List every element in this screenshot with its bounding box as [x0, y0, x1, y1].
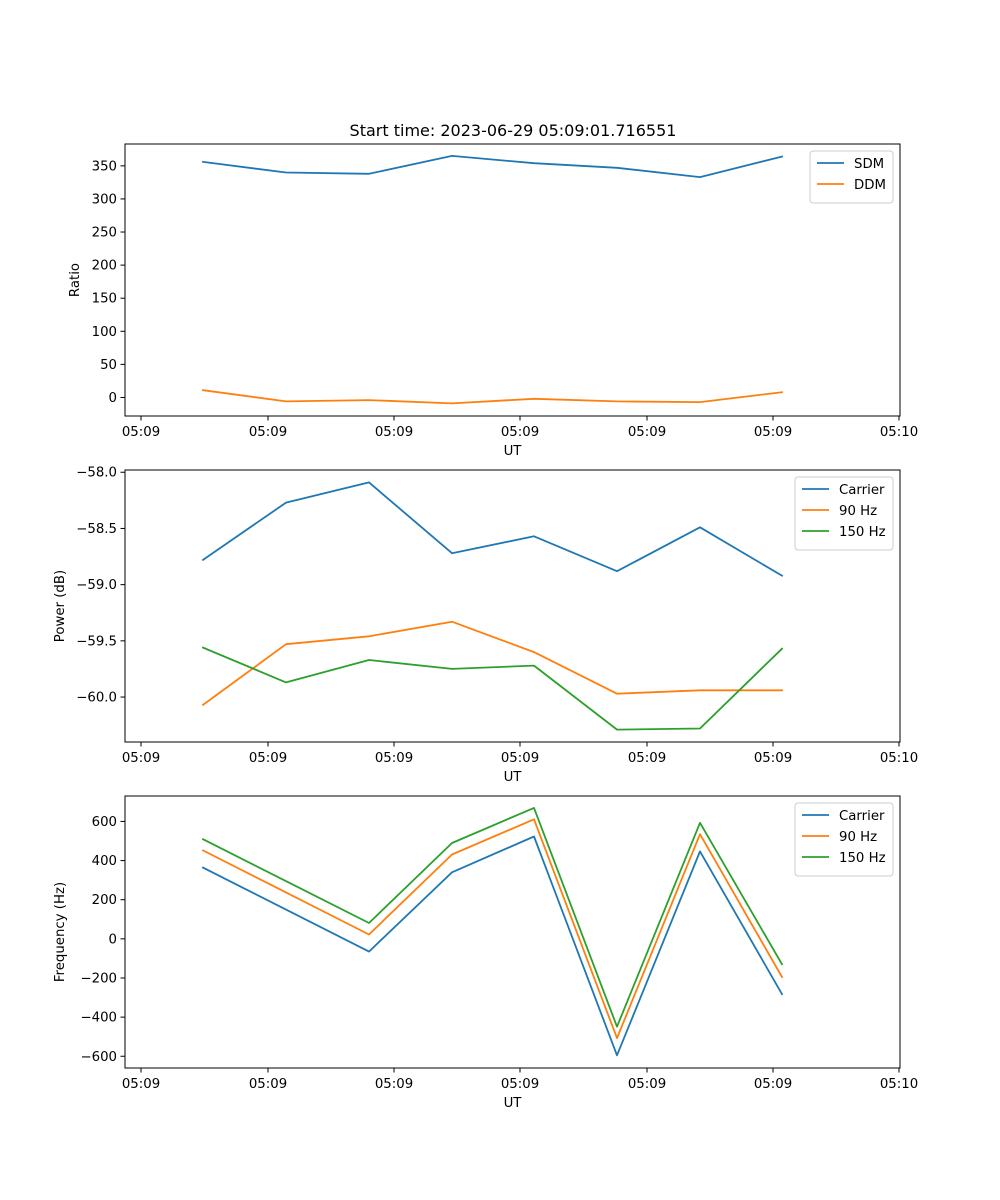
x-tick-label: 05:10 — [880, 425, 918, 440]
y-tick-label: −58.0 — [76, 466, 117, 481]
legend-box — [809, 150, 894, 204]
x-tick-label: 05:09 — [249, 751, 287, 766]
x-tick-label: 05:09 — [628, 425, 666, 440]
x-tick-label: 05:10 — [880, 751, 918, 766]
y-tick-label: 50 — [100, 358, 117, 373]
y-axis-label: Frequency (Hz) — [53, 882, 68, 982]
y-tick-label: 300 — [92, 192, 117, 207]
plot-1: 05:09 05:09 05:09 05:09 05:09 05:09 05:10 UT 0 50… — [68, 143, 918, 459]
legend-label: 90 Hz — [839, 504, 877, 519]
legend-label: SDM — [854, 157, 884, 172]
x-tick-label: 05:09 — [122, 425, 160, 440]
y-tick-label: −59.0 — [76, 578, 117, 593]
plot-3: 05:09 05:09 05:09 05:09 05:09 05:09 05:10 UT −60… — [53, 795, 918, 1111]
x-tick-label: 05:09 — [375, 425, 413, 440]
y-tick-label: 0 — [109, 932, 117, 947]
plot-2: 05:09 05:09 05:09 05:09 05:09 05:09 05:10 UT −60… — [53, 466, 918, 785]
figure-title: Start time: 2023-06-29 05:09:01.716551 — [350, 121, 677, 140]
y-tick-label: 400 — [92, 854, 117, 869]
legend-label: Carrier — [839, 809, 885, 824]
x-tick-label: 05:09 — [122, 751, 160, 766]
x-axis-label: UT — [504, 1096, 523, 1111]
legend-label: 150 Hz — [839, 525, 886, 540]
legend-label: 90 Hz — [839, 830, 877, 845]
y-tick-label: 350 — [92, 159, 117, 174]
plot-frame — [124, 469, 901, 743]
x-tick-label: 05:09 — [122, 1077, 160, 1092]
plot-frame — [124, 795, 901, 1069]
series-line-carrier — [201, 835, 784, 1057]
x-tick-label: 05:09 — [501, 751, 539, 766]
series-line-90-hz — [201, 818, 784, 1039]
y-tick-label: −58.5 — [76, 522, 117, 537]
x-tick-label: 05:09 — [375, 751, 413, 766]
y-tick-label: 100 — [92, 325, 117, 340]
y-axis-label: Ratio — [68, 263, 83, 297]
x-axis-label: UT — [504, 444, 523, 459]
x-tick-label: 05:10 — [880, 1077, 918, 1092]
x-tick-label: 05:09 — [501, 1077, 539, 1092]
x-tick-label: 05:09 — [754, 425, 792, 440]
x-tick-label: 05:09 — [249, 1077, 287, 1092]
plot-frame — [124, 143, 901, 417]
y-tick-label: 600 — [92, 815, 117, 830]
y-tick-label: 250 — [92, 226, 117, 241]
series-line-sdm — [201, 154, 784, 179]
y-axis-label: Power (dB) — [53, 570, 68, 642]
legend-label: DDM — [854, 178, 886, 193]
legend: Carrier 90 Hz 150 Hz — [794, 476, 894, 551]
legend-label: 150 Hz — [839, 851, 886, 866]
x-tick-label: 05:09 — [501, 425, 539, 440]
series-line-90-hz — [201, 620, 783, 707]
y-tick-label: 0 — [109, 391, 117, 406]
series-line-150-hz — [201, 807, 784, 1028]
y-tick-label: 200 — [92, 259, 117, 274]
x-tick-label: 05:09 — [628, 1077, 666, 1092]
x-tick-label: 05:09 — [754, 1077, 792, 1092]
series-line-ddm — [201, 389, 784, 405]
x-tick-label: 05:09 — [628, 751, 666, 766]
x-tick-label: 05:09 — [754, 751, 792, 766]
x-tick-label: 05:09 — [249, 425, 287, 440]
legend: Carrier 90 Hz 150 Hz — [794, 802, 894, 877]
y-tick-label: −59.5 — [76, 634, 117, 649]
legend-label: Carrier — [839, 483, 885, 498]
y-tick-label: −60.0 — [76, 691, 117, 706]
y-tick-label: −400 — [80, 1011, 117, 1026]
plots: 05:09 05:09 05:09 05:09 05:09 05:09 05:10 UT 0 50… — [53, 143, 918, 1111]
x-tick-label: 05:09 — [375, 1077, 413, 1092]
y-tick-label: −600 — [80, 1050, 117, 1065]
y-tick-label: −200 — [80, 971, 117, 986]
y-tick-label: 150 — [92, 292, 117, 307]
y-tick-label: 200 — [92, 893, 117, 908]
series-line-carrier — [201, 481, 784, 577]
legend: SDM DDM — [809, 150, 894, 204]
x-axis-label: UT — [504, 770, 523, 785]
series-line-150-hz — [201, 646, 784, 731]
